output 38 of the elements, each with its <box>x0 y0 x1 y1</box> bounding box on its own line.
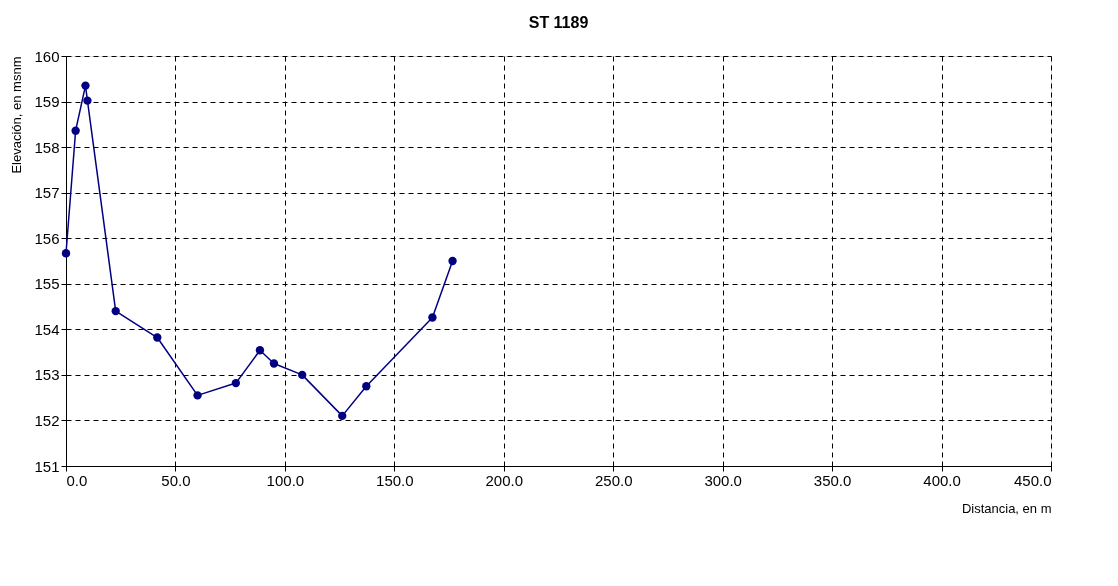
point <box>153 333 162 342</box>
y-tick-label: 153 <box>34 366 60 384</box>
point <box>111 306 120 316</box>
x-tick-label: 400.0 <box>923 471 961 489</box>
y-tick-label: 151 <box>34 457 60 475</box>
point <box>81 81 90 90</box>
x-tick-label: 150.0 <box>376 471 414 489</box>
chart-title: ST 1189 <box>528 14 589 31</box>
point <box>362 382 371 391</box>
point <box>61 249 71 258</box>
x-tick-label: 300.0 <box>704 471 742 489</box>
point <box>428 313 437 322</box>
point <box>231 378 241 388</box>
y-tick-label: 157 <box>34 184 60 202</box>
y-tick-label: 152 <box>34 411 60 429</box>
x-tick-label: 50.0 <box>161 471 191 489</box>
y-tick-label: 156 <box>34 229 60 247</box>
point <box>255 346 265 355</box>
x-tick-label: 350.0 <box>813 471 852 489</box>
y-tick-label: 159 <box>34 93 60 111</box>
point <box>269 359 279 368</box>
x-tick-label: 250.0 <box>594 471 633 489</box>
y-tick-label: 158 <box>34 138 60 156</box>
x-tick-label: 100.0 <box>266 471 305 489</box>
x-tick-label: 0.0 <box>66 471 88 489</box>
y-axis-title: Elevación, en msnm <box>9 56 25 174</box>
x-axis-title: Distancia, en m <box>961 500 1052 516</box>
point <box>298 370 307 380</box>
y-tick-label: 154 <box>34 320 60 338</box>
y-tick-label: 155 <box>34 275 60 293</box>
x-tick-label: 200.0 <box>485 471 524 489</box>
point <box>193 391 202 400</box>
point <box>71 126 80 135</box>
point <box>448 256 457 266</box>
point <box>83 96 92 105</box>
x-tick-label: 450.0 <box>1013 471 1052 489</box>
y-tick-label: 160 <box>34 47 60 65</box>
point <box>338 411 347 421</box>
